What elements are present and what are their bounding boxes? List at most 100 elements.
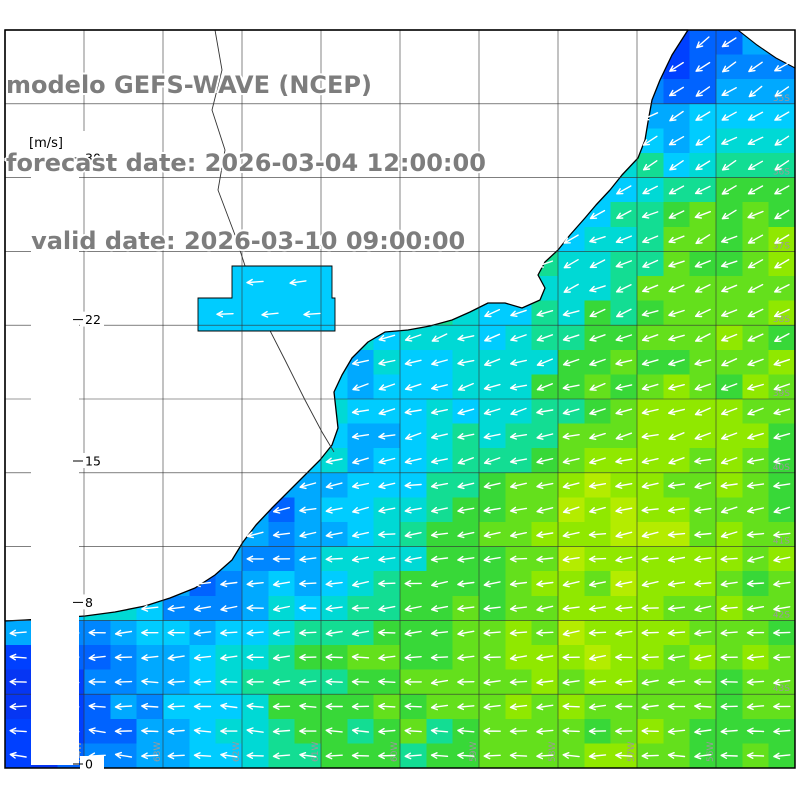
wind-arrow bbox=[509, 580, 528, 588]
wind-arrow bbox=[589, 358, 606, 367]
wind-arrow bbox=[141, 752, 159, 760]
wind-arrow bbox=[167, 629, 185, 637]
wind-arrow bbox=[483, 752, 501, 760]
wind-arrow bbox=[694, 702, 712, 710]
wind-arrow bbox=[746, 605, 765, 612]
wind-arrow bbox=[431, 580, 448, 588]
wind-arrow bbox=[615, 531, 633, 539]
wind-arrow bbox=[695, 86, 711, 97]
wind-arrow bbox=[220, 629, 238, 637]
river-line bbox=[211, 29, 335, 453]
wind-arrow bbox=[404, 727, 422, 735]
wind-arrow bbox=[668, 136, 685, 146]
wind-arrow bbox=[457, 506, 475, 514]
wind-arrow bbox=[720, 506, 738, 514]
wind-arrow bbox=[536, 334, 554, 342]
wind-arrow bbox=[193, 629, 212, 637]
wind-arrow bbox=[405, 432, 422, 441]
wind-arrow bbox=[746, 727, 765, 735]
wind-arrow bbox=[378, 678, 396, 686]
wind-arrow bbox=[483, 703, 501, 711]
wind-arrow bbox=[641, 383, 659, 391]
wind-arrow bbox=[642, 284, 659, 293]
wind-arrow bbox=[694, 555, 712, 563]
wind-arrow bbox=[88, 702, 106, 710]
wind-arrow bbox=[642, 112, 659, 121]
wind-arrow bbox=[378, 408, 396, 416]
wind-arrow bbox=[509, 752, 528, 759]
wind-arrow bbox=[694, 482, 712, 490]
wind-arrow bbox=[141, 654, 159, 661]
wind-arrow bbox=[220, 605, 238, 612]
wind-arrow bbox=[509, 383, 528, 391]
wind-arrow bbox=[404, 580, 422, 587]
graticule-layer: 64W63W62W61W60W59W58W57W56W35S36S37S38S3… bbox=[5, 30, 795, 768]
wind-arrow bbox=[562, 727, 580, 735]
wind-arrow bbox=[721, 383, 738, 391]
wind-arrow bbox=[589, 432, 606, 440]
wind-arrow bbox=[141, 727, 159, 735]
wind-arrow bbox=[509, 605, 528, 612]
wind-arrow bbox=[246, 555, 264, 563]
wind-arrow bbox=[721, 407, 738, 416]
wind-arrow bbox=[404, 703, 422, 710]
wind-arrow bbox=[351, 408, 370, 416]
wind-arrow bbox=[774, 284, 790, 293]
wind-arrow bbox=[483, 555, 501, 563]
wind-arrow bbox=[641, 555, 659, 563]
colorbar-tick-label: 30 bbox=[85, 151, 101, 166]
wind-arrow bbox=[404, 531, 422, 539]
wind-arrow bbox=[404, 359, 422, 367]
wind-arrow bbox=[431, 384, 448, 391]
wind-arrow bbox=[325, 629, 343, 637]
wind-arrow bbox=[773, 605, 791, 612]
wind-arrow bbox=[589, 334, 606, 342]
wind-arrow bbox=[457, 433, 475, 440]
wind-arrow bbox=[773, 580, 791, 588]
wind-arrow bbox=[773, 703, 791, 710]
wind-arrow bbox=[378, 457, 396, 465]
wind-arrow bbox=[773, 482, 791, 489]
wind-arrow bbox=[773, 678, 791, 686]
wind-arrow bbox=[167, 678, 185, 686]
wind-arrow bbox=[431, 359, 448, 367]
wind-arrow bbox=[747, 407, 764, 416]
wind-arrow bbox=[746, 703, 765, 711]
wind-arrow bbox=[615, 235, 632, 244]
wind-arrow bbox=[562, 580, 580, 588]
wind-arrow bbox=[641, 506, 659, 514]
wind-arrow bbox=[430, 752, 449, 759]
wind-arrow bbox=[721, 432, 738, 441]
wind-arrow bbox=[510, 359, 527, 366]
wind-arrow bbox=[562, 310, 580, 317]
wind-arrow bbox=[430, 654, 449, 661]
wind-arrow bbox=[9, 703, 27, 710]
wind-arrow bbox=[88, 678, 106, 686]
wind-arrow bbox=[351, 653, 370, 661]
wind-arrow bbox=[562, 457, 580, 465]
wind-arrow bbox=[246, 702, 264, 710]
wind-arrow bbox=[404, 678, 422, 686]
wind-arrow bbox=[721, 37, 737, 48]
wind-arrow bbox=[562, 752, 580, 759]
wind-arrow bbox=[668, 260, 685, 268]
wind-arrow bbox=[615, 457, 633, 465]
wind-arrow bbox=[562, 531, 580, 539]
wind-arrow bbox=[351, 727, 370, 735]
wind-arrow bbox=[720, 555, 738, 563]
wind-arrow bbox=[641, 604, 659, 612]
wind-arrow bbox=[299, 702, 317, 710]
wind-arrow bbox=[615, 359, 633, 367]
wind-arrow bbox=[694, 654, 712, 662]
wind-arrow bbox=[536, 457, 554, 465]
wind-arrow bbox=[720, 482, 738, 489]
wind-arrow bbox=[404, 408, 422, 416]
wind-arrow bbox=[272, 752, 291, 760]
wind-arrow bbox=[509, 629, 528, 637]
wind-arrow bbox=[694, 678, 712, 686]
wind-arrow bbox=[351, 752, 370, 760]
wind-arrow bbox=[562, 334, 580, 342]
wind-arrow bbox=[299, 752, 317, 759]
wind-arrow bbox=[668, 334, 685, 342]
wind-arrow bbox=[667, 580, 686, 588]
